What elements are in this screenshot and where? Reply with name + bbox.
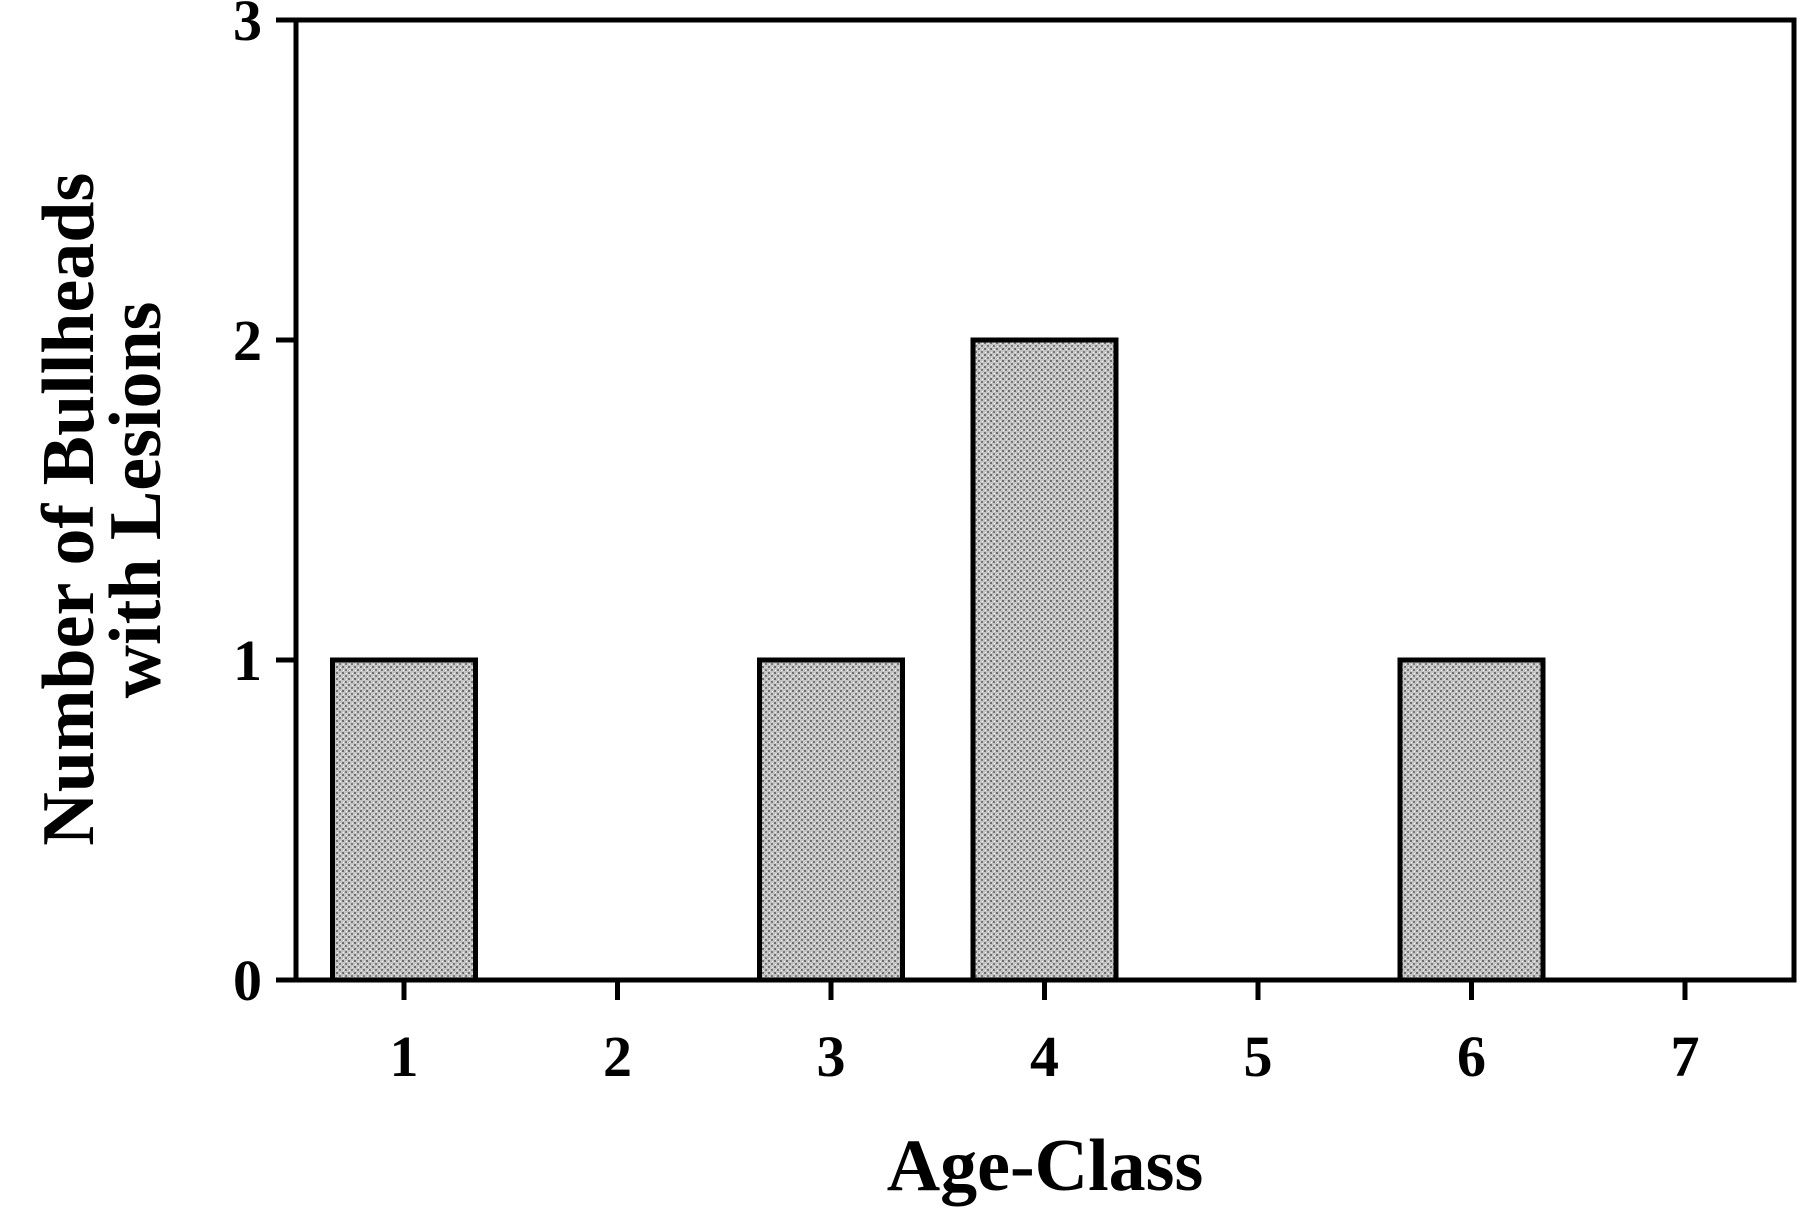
x-tick-label-4: 4 xyxy=(1030,1024,1059,1089)
y-axis-title-line-1: Number of Bullheads xyxy=(28,173,110,846)
bar-4 xyxy=(970,337,1119,983)
y-tick-label-3: 3 xyxy=(233,0,262,53)
x-axis-title: Age-Class xyxy=(887,1125,1204,1207)
x-tick-label-5: 5 xyxy=(1244,1024,1273,1089)
x-tick-label-3: 3 xyxy=(817,1024,846,1089)
y-tick-label-0: 0 xyxy=(233,948,262,1013)
x-axis-ticks: 1 2 3 4 5 6 7 xyxy=(390,980,1700,1089)
x-tick-label-7: 7 xyxy=(1671,1024,1700,1089)
x-tick-label-6: 6 xyxy=(1457,1024,1486,1089)
y-tick-label-2: 2 xyxy=(233,308,262,373)
bars-group xyxy=(330,337,1546,983)
y-axis-title: Number of Bullheads with Lesions xyxy=(28,154,177,845)
x-tick-label-1: 1 xyxy=(390,1024,419,1089)
y-axis-ticks: 0 1 2 3 xyxy=(233,0,296,1013)
bar-6 xyxy=(1397,657,1546,983)
bar-3 xyxy=(757,657,905,983)
y-tick-label-1: 1 xyxy=(233,628,262,693)
bar-1 xyxy=(330,657,478,983)
x-tick-label-2: 2 xyxy=(603,1024,632,1089)
y-axis-title-line-2: with Lesions xyxy=(95,302,177,699)
